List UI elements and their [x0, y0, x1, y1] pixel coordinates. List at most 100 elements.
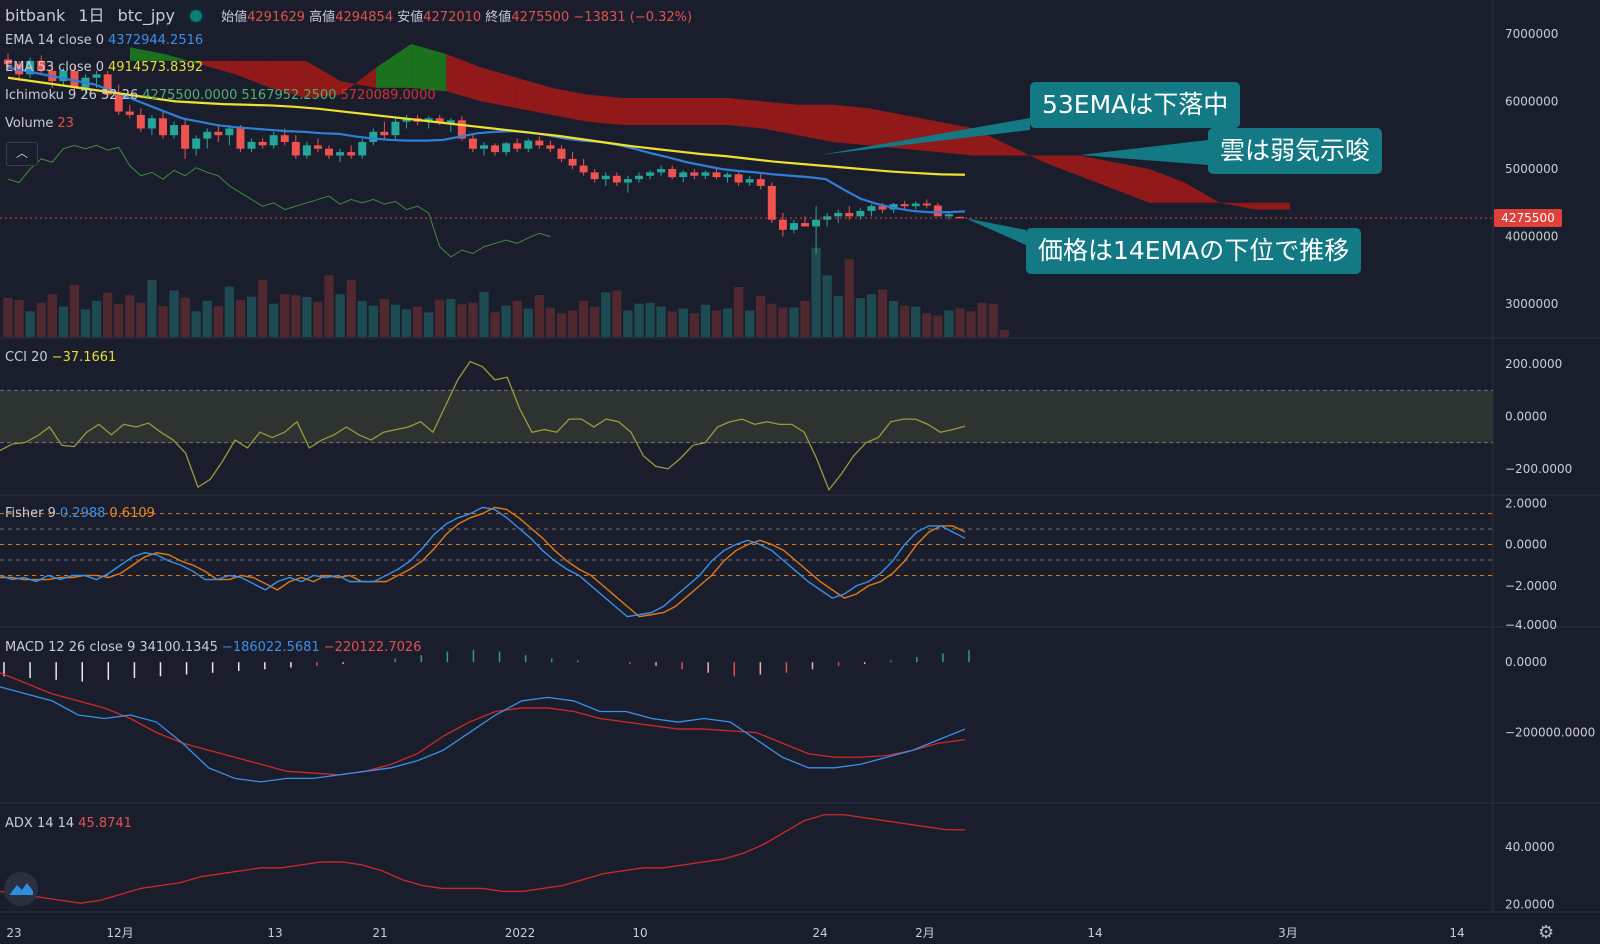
- volume-bar: [158, 306, 168, 337]
- ichimoku-cloud-segment: [270, 60, 306, 99]
- candle-body: [767, 185, 776, 220]
- ichimoku-cloud-segment: [833, 104, 869, 146]
- candle-body: [347, 152, 356, 156]
- volume-bar: [401, 309, 412, 337]
- volume-bar: [180, 297, 190, 337]
- last-price-tag-label: 4275500: [1501, 211, 1554, 225]
- candle-body: [734, 174, 743, 183]
- y-axis-tick-label: −2.0000: [1505, 579, 1557, 593]
- volume-bar: [269, 303, 279, 337]
- x-axis-tick-label: 3月: [1278, 926, 1298, 940]
- volume-bar: [833, 296, 843, 337]
- volume-bar: [999, 329, 1009, 337]
- volume-bar: [457, 304, 467, 337]
- candle-body: [502, 143, 511, 153]
- callout-cloud: 雲は弱気示唆: [1208, 128, 1383, 174]
- volume-bar: [435, 299, 445, 337]
- collapse-legend-button[interactable]: ︿: [6, 142, 38, 166]
- y-axis-tick-label: 0.0000: [1505, 410, 1547, 424]
- y-axis-tick-label: −4.0000: [1505, 618, 1557, 632]
- volume-bar: [114, 303, 124, 337]
- x-axis-tick-label: 13: [267, 926, 282, 940]
- candle-body: [679, 172, 688, 178]
- candle-body: [291, 141, 300, 156]
- candle-body: [214, 131, 223, 136]
- interval-label[interactable]: 1日: [78, 6, 105, 25]
- ichimoku-cloud-segment: [481, 67, 517, 109]
- tradingview-logo-icon[interactable]: [4, 872, 38, 906]
- candle-body: [867, 206, 876, 211]
- volume-bar: [14, 299, 24, 337]
- volume-bar: [623, 310, 633, 337]
- candle-body: [845, 212, 854, 217]
- candle-body: [745, 179, 754, 183]
- ichimoku-cloud-segment: [235, 60, 271, 88]
- candle-body: [601, 175, 610, 180]
- legend-ichimoku[interactable]: Ichimoku 9 26 52 26 4275500.0000 5167952.2…: [5, 88, 436, 103]
- ichimoku-cloud-segment: [1008, 145, 1044, 163]
- candle-body: [701, 172, 710, 176]
- volume-bar: [501, 305, 511, 337]
- y-axis-tick-label: 20.0000: [1505, 898, 1555, 912]
- volume-bar: [291, 295, 301, 337]
- volume-bar: [346, 280, 356, 337]
- x-axis-tick-label: 2022: [505, 926, 536, 940]
- volume-bar: [877, 289, 888, 337]
- legend-ema14[interactable]: EMA 14 close 0 4372944.2516: [5, 33, 204, 48]
- ichimoku-cloud-segment: [305, 60, 341, 99]
- legend-volume[interactable]: Volume 23: [5, 116, 74, 131]
- settings-gear-icon[interactable]: ⚙: [1538, 922, 1555, 943]
- ichimoku-cloud-segment: [165, 54, 201, 65]
- candle-body: [446, 120, 455, 124]
- legend-adx[interactable]: ADX 14 14 45.8741: [5, 816, 132, 831]
- candle-body: [181, 125, 190, 149]
- ichimoku-cloud-segment: [376, 43, 412, 88]
- x-axis-tick-label: 24: [812, 926, 827, 940]
- volume-bar: [678, 308, 688, 337]
- candle-body: [136, 114, 145, 129]
- candle-body: [4, 59, 12, 65]
- callout-ema53: 53EMAは下落中: [1030, 82, 1241, 128]
- candle-body: [236, 128, 245, 149]
- y-axis-tick-label: 2.0000: [1505, 496, 1547, 510]
- volume-bar: [58, 306, 68, 337]
- legend-fisher[interactable]: Fisher 9 0.2988 0.6109: [5, 506, 155, 521]
- volume-bar: [257, 280, 268, 337]
- callout-pointer: [820, 118, 1030, 155]
- candle-body: [535, 140, 544, 146]
- candle-body: [690, 172, 699, 176]
- volume-bar: [966, 311, 976, 337]
- volume-bar: [590, 306, 600, 337]
- y-axis-tick-label: −200000.0000: [1505, 726, 1595, 740]
- candle-body: [358, 141, 367, 156]
- ichimoku-cloud-segment: [200, 60, 236, 75]
- volume-bar: [767, 303, 777, 337]
- volume-bar: [977, 302, 987, 337]
- ichimoku-cloud-segment: [1114, 162, 1150, 203]
- adx-line: [0, 814, 966, 904]
- ichimoku-cloud-segment: [1184, 182, 1220, 203]
- volume-bar: [379, 299, 390, 337]
- exchange-name[interactable]: bitbank: [5, 6, 66, 25]
- candle-body: [579, 165, 588, 173]
- legend-macd[interactable]: MACD 12 26 close 9 34100.1345 −186022.5681…: [5, 640, 422, 655]
- candle-body: [491, 145, 500, 153]
- legend-ema53[interactable]: EMA 53 close 0 4914573.8392: [5, 60, 204, 75]
- candle-body: [247, 141, 256, 149]
- candle-body: [170, 125, 179, 136]
- volume-bar: [922, 313, 932, 337]
- candle-body: [834, 212, 843, 217]
- volume-bar: [191, 311, 201, 337]
- volume-bar: [357, 300, 367, 337]
- candle-body: [457, 120, 466, 139]
- candle-body: [402, 118, 411, 122]
- volume-bar: [512, 300, 522, 337]
- candle-body: [114, 94, 123, 112]
- candle-body: [944, 214, 953, 217]
- symbol-name[interactable]: btc_jpy: [117, 6, 175, 25]
- volume-bar: [235, 299, 246, 337]
- macd-line: [0, 686, 966, 783]
- volume-bar: [645, 302, 655, 337]
- legend-cci[interactable]: CCI 20 −37.1661: [5, 350, 117, 365]
